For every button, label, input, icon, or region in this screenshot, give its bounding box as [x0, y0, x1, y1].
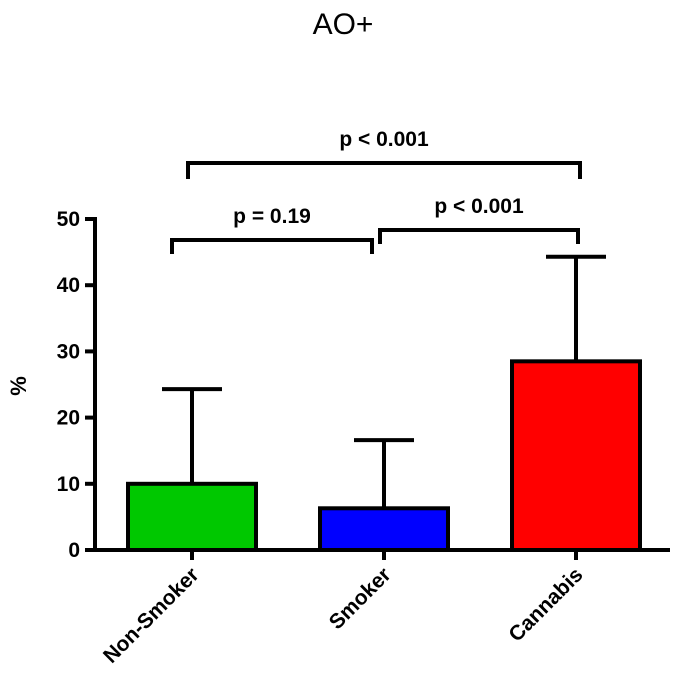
plot-area: 0 10 20 30 40 50 Non-Smoker Smoker Cannabis p = 0… — [57, 128, 670, 668]
y-tick-label: 20 — [57, 407, 80, 430]
y-axis-label: % — [6, 376, 31, 396]
p-value-label: p = 0.19 — [233, 205, 311, 228]
y-tick-label: 30 — [57, 340, 80, 363]
category-label-smoker: Smoker — [325, 563, 396, 634]
significance-bracket — [170, 238, 374, 254]
bar-non-smoker — [126, 481, 258, 552]
p-value-label: p < 0.001 — [434, 195, 524, 218]
y-tick-label: 10 — [57, 473, 80, 496]
bar-smoker — [318, 506, 450, 553]
bar-cannabis — [510, 359, 642, 552]
y-tick-label: 40 — [57, 274, 80, 297]
y-tick-label: 50 — [57, 208, 80, 231]
y-tick-label: 0 — [68, 539, 80, 562]
p-value-label: p < 0.001 — [339, 128, 429, 151]
significance-bracket — [186, 161, 582, 179]
category-label-non-smoker: Non-Smoker — [99, 563, 204, 668]
chart-title: AO+ — [313, 8, 374, 41]
significance-bracket — [378, 228, 580, 244]
category-label-cannabis: Cannabis — [504, 563, 587, 646]
